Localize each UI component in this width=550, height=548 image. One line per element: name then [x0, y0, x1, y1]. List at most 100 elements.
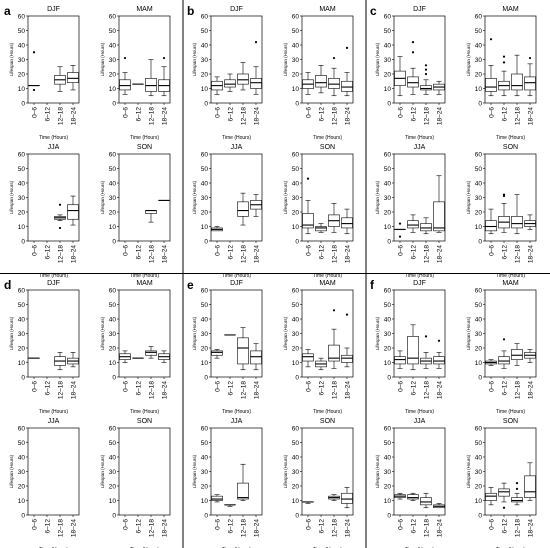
season-title: SON [137, 418, 152, 425]
y-axis-label: Lifespan (Hours) [466, 42, 471, 76]
box [407, 494, 419, 500]
x-tick-label: 12–18 [58, 519, 65, 537]
y-tick-label: 0 [112, 100, 116, 107]
y-tick-label: 50 [201, 440, 209, 447]
x-axis-label: Time (Hours) [496, 409, 525, 415]
box-6–12 [407, 214, 419, 233]
outlier-point [162, 56, 166, 60]
outlier-point [332, 309, 336, 312]
y-tick-label: 30 [18, 57, 26, 64]
y-tick-label: 30 [475, 195, 483, 202]
y-tick-label: 20 [384, 345, 392, 352]
x-tick-label: 0–6 [123, 245, 130, 256]
x-axis-label: Time (Hours) [313, 135, 342, 141]
panel-d: d DJF 0 10 20 30 40 50 60 Lifespan (Hours) 0–6 6–12… [4, 278, 171, 548]
x-axis-label: Time (Hours) [222, 273, 251, 279]
x-tick-label: 0–6 [489, 245, 496, 256]
x-tick-label: 6–12 [502, 107, 509, 122]
y-tick-label: 40 [292, 180, 300, 187]
subplot-son: SON 0 10 20 30 40 50 60 Lifespan (Hours) 0–6 6–12 1… [100, 418, 171, 548]
x-tick-label: 0–6 [489, 381, 496, 392]
box [250, 350, 262, 365]
box [341, 217, 353, 229]
y-tick-label: 30 [18, 331, 26, 338]
y-axis-label: Lifespan (Hours) [9, 180, 14, 214]
x-axis-label: Time (Hours) [496, 273, 525, 279]
y-tick-label: 30 [384, 331, 392, 338]
y-tick-label: 20 [475, 71, 483, 78]
y-tick-label: 10 [475, 86, 483, 93]
y-tick-label: 10 [384, 224, 392, 231]
box [302, 213, 314, 229]
y-tick-label: 40 [384, 454, 392, 461]
panel-label: a [4, 4, 11, 18]
subplot-mam: MAM 0 10 20 30 40 50 60 Lifespan (Hours) 0–6 6–12 1… [100, 280, 171, 415]
subplot-mam: MAM 0 10 20 30 40 50 60 Lifespan (Hours) 0–6 6–12 1… [283, 6, 354, 141]
y-tick-label: 60 [292, 151, 300, 158]
x-tick-label: 18–24 [528, 107, 535, 125]
box-0–6 [485, 38, 497, 97]
box-0–6 [211, 494, 223, 503]
subplot-son: SON 0 10 20 30 40 50 60 Lifespan (Hours) 0–6 6–12 1… [283, 418, 354, 548]
plot-frame [118, 427, 171, 516]
y-tick-label: 30 [18, 195, 26, 202]
box [237, 482, 249, 500]
x-tick-label: 18–24 [528, 381, 535, 399]
x-tick-label: 12–18 [424, 519, 431, 537]
box-0–6 [485, 208, 497, 235]
x-tick-label: 6–12 [319, 245, 326, 260]
panel-b: b DJF 0 10 20 30 40 50 60 Lifespan (Hours) 0–6 6–12… [187, 4, 354, 279]
box-6–12 [315, 223, 327, 233]
x-tick-label: 12–18 [58, 381, 65, 399]
box [498, 488, 510, 497]
box-0–6 [28, 51, 40, 92]
y-tick-label: 30 [292, 195, 300, 202]
plot-frame [118, 289, 171, 378]
y-tick-label: 50 [18, 166, 26, 173]
box-18–24 [67, 195, 79, 226]
x-tick-label: 18–24 [162, 519, 169, 537]
outlier-point [502, 61, 506, 64]
x-axis-label: Time (Hours) [222, 409, 251, 415]
y-tick-label: 0 [21, 374, 25, 381]
y-tick-label: 50 [18, 440, 26, 447]
y-tick-label: 0 [295, 512, 299, 519]
box-0–6 [485, 487, 497, 506]
x-axis-label: Time (Hours) [130, 273, 159, 279]
box-18–24 [250, 194, 262, 217]
plot-frame [393, 427, 446, 516]
x-tick-label: 18–24 [162, 245, 169, 263]
box-18–24 [433, 503, 445, 509]
panel-label: f [370, 278, 375, 292]
box [328, 78, 340, 89]
box [485, 78, 497, 92]
x-tick-label: 6–12 [411, 107, 418, 122]
x-tick-label: 0–6 [398, 519, 405, 530]
y-tick-label: 40 [292, 316, 300, 323]
x-tick-label: 6–12 [502, 519, 509, 534]
x-tick-label: 6–12 [319, 107, 326, 122]
season-title: DJF [47, 280, 60, 287]
x-tick-label: 18–24 [254, 519, 261, 537]
box-0–6 [302, 72, 314, 95]
y-tick-label: 50 [384, 28, 392, 35]
plot-frame [27, 153, 80, 242]
y-tick-label: 50 [201, 166, 209, 173]
x-tick-label: 18–24 [254, 381, 261, 399]
y-tick-label: 40 [109, 454, 117, 461]
outlier-point [58, 226, 62, 230]
y-tick-label: 60 [384, 287, 392, 294]
y-tick-label: 40 [384, 180, 392, 187]
y-tick-label: 40 [475, 42, 483, 49]
y-tick-label: 20 [201, 483, 209, 490]
outlier-point [411, 41, 415, 44]
y-tick-label: 60 [109, 151, 117, 158]
x-tick-label: 18–24 [254, 245, 261, 263]
y-tick-label: 10 [109, 86, 117, 93]
x-tick-label: 18–24 [345, 519, 352, 537]
season-title: SON [137, 144, 152, 151]
y-tick-label: 10 [201, 360, 209, 367]
y-tick-label: 30 [201, 195, 209, 202]
y-axis-label: Lifespan (Hours) [100, 316, 105, 350]
y-tick-label: 10 [201, 498, 209, 505]
